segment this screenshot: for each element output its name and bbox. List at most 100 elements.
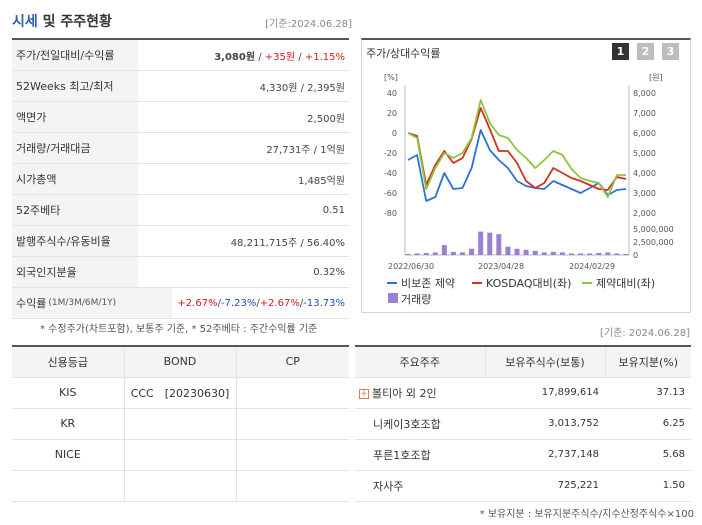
left-tick-label: -80: [384, 209, 397, 218]
volume-bar: [487, 232, 493, 255]
major-holders-table: 주요주주 보유주식수(보통) 보유지분(%) + 볼티아 외 2인 17,899,…: [355, 345, 691, 502]
left-tick-label: -20: [384, 149, 397, 158]
table-row: 자사주 725,221 1.50: [355, 470, 691, 502]
volume-bar: [596, 252, 602, 255]
price-relative-chart: [%] [원] 40 20 0 -20 -40 -60 -80 8,000 7,000 6,00…: [384, 73, 674, 306]
right-tick-label: 5,000: [633, 149, 656, 158]
legend-kosdaq: KOSDAQ대비(좌): [486, 277, 571, 290]
table-row: + 볼티아 외 2인 17,899,614 37.13: [355, 377, 691, 409]
volume-bar: [450, 251, 456, 255]
row-market-cap: 시가총액 1,485억원: [12, 164, 349, 195]
table-row: NICE: [12, 438, 349, 471]
volume-bar: [569, 253, 574, 255]
left-axis-unit: [%]: [384, 73, 398, 82]
right-axis-unit: [원]: [649, 73, 663, 82]
volume-tick-label: 2,500,000: [633, 238, 674, 247]
row-foreign: 외국인지분율 0.32%: [12, 257, 349, 288]
chart-panel: [361, 38, 691, 313]
series-lines: [407, 99, 627, 202]
chart-legend: 비보존 제약 KOSDAQ대비(좌) 제약대비(좌) 거래량: [387, 276, 655, 306]
series-line: [407, 129, 627, 202]
price-summary-table: 주가/전일대비/수익률 3,080원 / +35원 / +1.15% 52Wee…: [12, 38, 349, 319]
volume-bar: [496, 234, 502, 255]
right-axis-ticks: 8,000 7,000 6,000 5,000 4,000 3,000 2,000: [633, 89, 656, 218]
credit-rating-table: 신용등급 BOND CP KIS CCC [20230630] KR NICE: [12, 345, 349, 502]
volume-bars: [405, 231, 629, 255]
volume-bar: [550, 251, 556, 255]
chart-tab-3-button[interactable]: 3: [662, 43, 679, 60]
expand-plus-icon[interactable]: +: [359, 388, 369, 399]
legend-bivoson: 비보존 제약: [401, 276, 455, 290]
volume-bar: [514, 248, 520, 255]
volume-bar: [423, 252, 429, 255]
volume-bar: [505, 246, 511, 255]
base-date: [기준:2024.06.28]: [265, 19, 352, 30]
volume-tick-label: 5,000,000: [633, 225, 674, 234]
series-line: [407, 99, 626, 198]
volume-bar: [559, 252, 565, 255]
table-row: [12, 469, 349, 502]
price-value: 3,080원 / +35원 / +1.15%: [214, 51, 345, 63]
base-date-right: [기준: 2024.06.28]: [599, 328, 690, 339]
right-tick-label: 4,000: [633, 169, 656, 178]
volume-bar: [414, 253, 420, 255]
shares-header: 보유주식수(보통): [484, 346, 605, 378]
volume-bar: [469, 248, 475, 255]
legend-volume: 거래량: [401, 293, 431, 306]
table-row: KIS CCC [20230630]: [12, 376, 349, 409]
volume-bar: [541, 252, 547, 255]
table-row: KR: [12, 407, 349, 440]
volume-bar: [614, 253, 620, 255]
left-tick-label: 0: [392, 129, 397, 138]
row-52weeks: 52Weeks 최고/최저 4,330원 / 2,395원: [12, 71, 349, 102]
row-beta: 52주베타 0.51: [12, 195, 349, 226]
x-label-1: 2022/06/30: [388, 262, 434, 271]
x-label-2: 2023/04/28: [478, 262, 524, 271]
chart-tab-2-button[interactable]: 2: [637, 43, 654, 60]
series-line: [407, 107, 627, 191]
volume-bar: [623, 253, 629, 255]
table-row: 푸른1호조합 2,737,148 5.68: [355, 439, 691, 471]
cp-header: CP: [235, 345, 349, 378]
right-tick-label: 2,000: [633, 209, 656, 218]
volume-bar: [523, 249, 529, 255]
right-tick-label: 8,000: [633, 89, 656, 98]
right-tick-label: 7,000: [633, 109, 656, 118]
page-title: 시세 및 주주현황: [12, 14, 112, 30]
bond-header: BOND: [123, 345, 237, 378]
row-price: 주가/전일대비/수익률 3,080원 / +35원 / +1.15%: [12, 40, 349, 71]
right-tick-label: 6,000: [633, 129, 656, 138]
holder-header: 주요주주: [355, 346, 485, 378]
x-label-3: 2024/02/29: [569, 262, 615, 271]
volume-tick-label: 0: [633, 251, 638, 260]
left-tick-label: -40: [384, 169, 397, 178]
row-par-value: 액면가 2,500원: [12, 102, 349, 133]
legend-swatch-volume: [388, 293, 398, 303]
left-tick-label: 20: [387, 109, 397, 118]
gridlines: [404, 85, 630, 256]
volume-bar: [441, 245, 447, 255]
volume-axis-ticks: 5,000,000 2,500,000 0: [633, 225, 674, 260]
volume-bar: [432, 252, 438, 255]
row-returns: 수익률 (1M/3M/6M/1Y) +2.67%/-7.23%/+2.67%/-1…: [12, 288, 349, 319]
volume-bar: [405, 253, 411, 255]
summary-note: * 수정주가(차트포함), 보통주 기준, * 52주베타 : 주간수익률 기준: [40, 324, 318, 335]
volume-bar: [460, 252, 465, 255]
holders-note: * 보유지분 : 보유지분주식수/지수산정주식수×100: [479, 509, 694, 520]
left-axis-ticks: 40 20 0 -20 -40 -60 -80: [384, 89, 397, 218]
chart-tab-1-button[interactable]: 1: [612, 43, 629, 60]
row-volume: 거래량/거래대금 27,731주 / 1억원: [12, 133, 349, 164]
row-label: 주가/전일대비/수익률: [12, 40, 138, 70]
legend-pharma: 제약대비(좌): [596, 276, 655, 290]
volume-bar: [532, 250, 538, 255]
volume-bar: [578, 253, 584, 255]
volume-bar: [605, 252, 611, 255]
credit-header: 신용등급: [12, 345, 125, 378]
chart-title: 주가/상대수익률: [366, 47, 441, 60]
row-shares: 발행주식수/유동비율 48,211,715주 / 56.40%: [12, 226, 349, 257]
volume-bar: [478, 231, 484, 255]
volume-bar: [587, 253, 593, 255]
left-tick-label: 40: [387, 89, 397, 98]
right-tick-label: 3,000: [633, 189, 656, 198]
left-tick-label: -60: [384, 189, 397, 198]
